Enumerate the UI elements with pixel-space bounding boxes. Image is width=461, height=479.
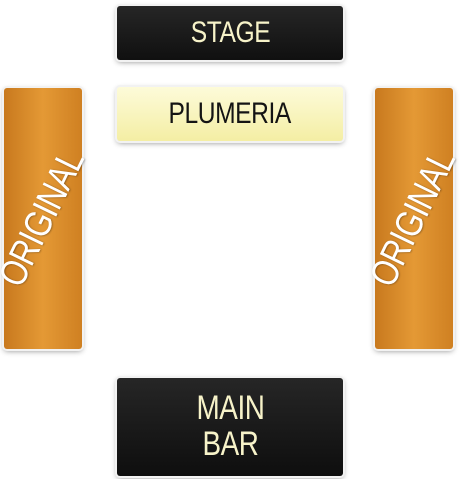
- stage-label: STAGE: [190, 16, 270, 50]
- main-bar-section[interactable]: MAIN BAR: [117, 378, 343, 476]
- stage-section[interactable]: STAGE: [117, 6, 343, 60]
- plumeria-label: PLUMERIA: [168, 97, 292, 131]
- main-bar-label: MAIN BAR: [195, 389, 265, 463]
- plumeria-section[interactable]: PLUMERIA: [117, 87, 343, 141]
- original-left-section[interactable]: ORIGINAL: [0, 88, 93, 349]
- original-right-section[interactable]: ORIGINAL: [362, 88, 461, 349]
- original-right-label: ORIGINAL: [362, 143, 461, 293]
- original-left-label: ORIGINAL: [0, 143, 93, 293]
